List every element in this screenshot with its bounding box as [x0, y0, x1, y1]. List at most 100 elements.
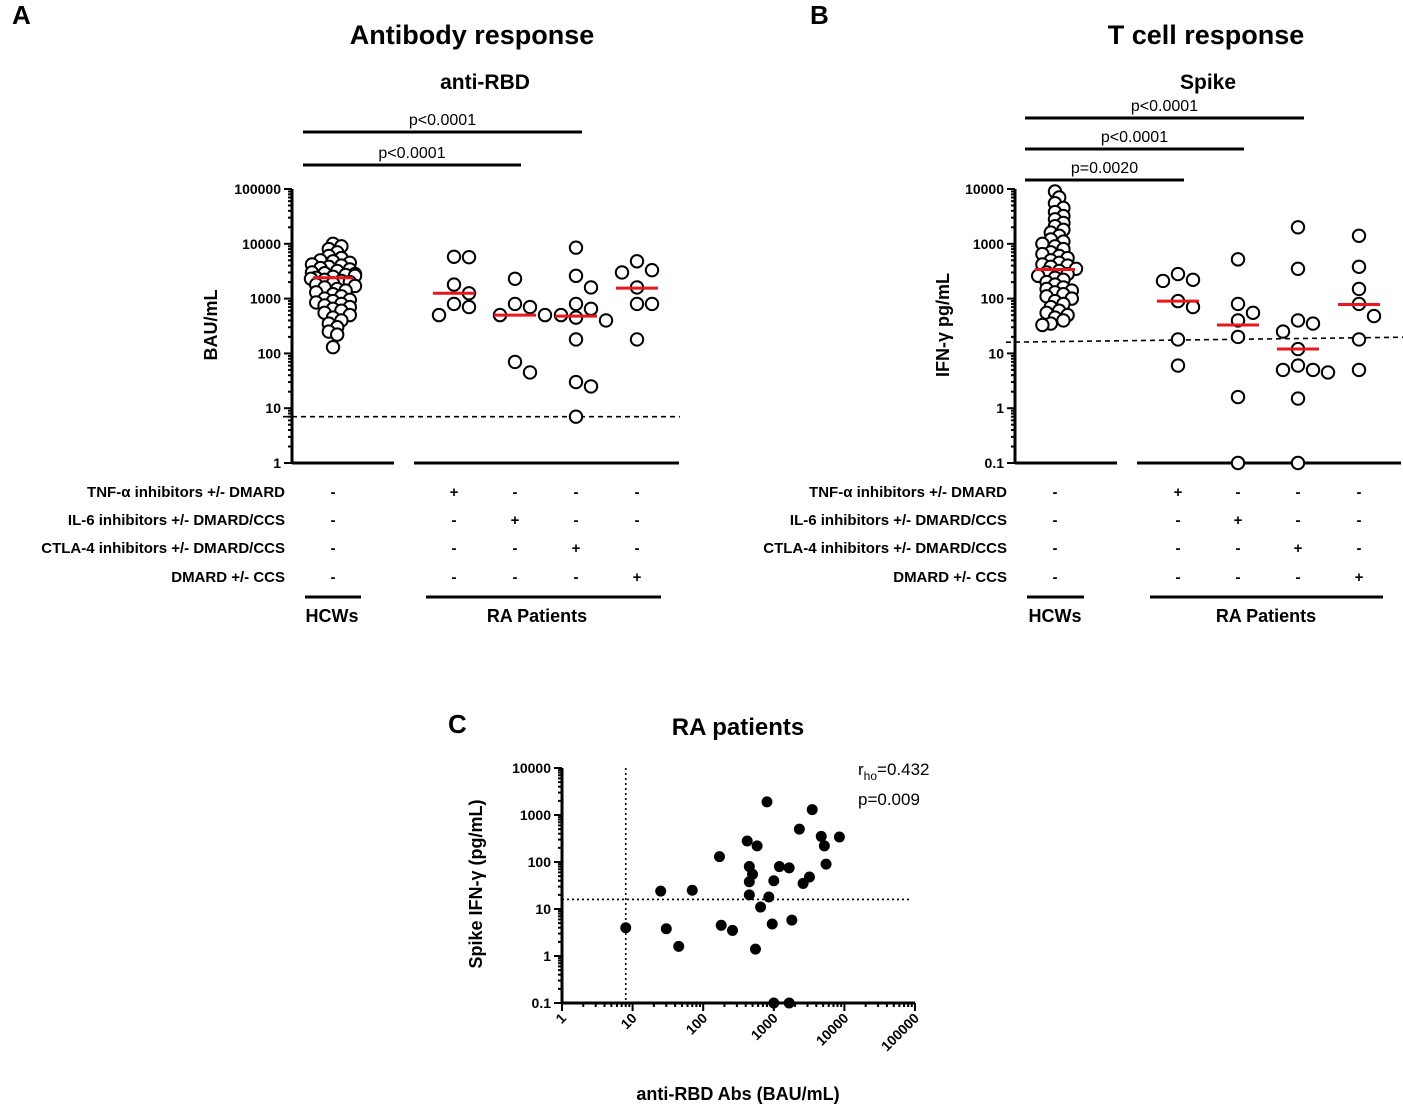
panel-b-condition-value: - — [1176, 569, 1181, 586]
panel-letter-a: A — [12, 0, 31, 30]
panel-a-condition-value: + — [633, 569, 642, 586]
panel-a-data-point — [446, 277, 462, 292]
panel-a-data-point — [330, 327, 345, 342]
panel-b-threshold-line — [1005, 336, 1403, 344]
panel-c-x-tick-label: 100000 — [878, 1010, 922, 1054]
panel-c-data-point — [783, 997, 795, 1009]
panel-a-condition-value: - — [331, 540, 336, 557]
panel-b-data-point — [1351, 259, 1367, 275]
panel-c-data-point — [766, 918, 778, 930]
panel-b-data-point — [1230, 329, 1246, 345]
panel-c-data-point — [715, 919, 727, 931]
panel-c-data-point — [713, 851, 725, 863]
panel-a-data-point — [537, 307, 553, 323]
panel-c-data-point — [620, 922, 632, 934]
panel-c-data-point — [673, 940, 685, 952]
panel-a-data-point — [325, 339, 341, 355]
panel-a-data-point — [568, 268, 584, 284]
panel-b-ylabel: IFN-γ pg/mL — [933, 273, 953, 377]
panel-c-data-point — [741, 835, 753, 847]
panel-a-data-point — [629, 254, 645, 269]
chart-marks: 1 10 100 1000 10000 100000 p<0.0001 p<0.0001 TNF… — [41, 98, 1403, 1054]
panel-a-y-tick-label: 10 — [265, 400, 281, 416]
panel-a-data-point — [629, 296, 645, 312]
panel-a-condition-value: - — [574, 569, 579, 586]
panel-c: C RA patients anti-RBD Abs (BAU/mL) Spik… — [448, 709, 930, 1104]
panel-b-data-point — [1366, 308, 1382, 324]
panel-b-subtitle: Spike — [1180, 71, 1236, 94]
panel-b: B T cell response Spike IFN-γ pg/mL HCWs… — [810, 0, 1383, 626]
panel-c-y-tick-label: 0.1 — [532, 995, 552, 1011]
panel-a-group-label-ra: RA Patients — [487, 606, 587, 626]
panel-b-data-point — [1230, 252, 1246, 267]
panel-b-data-point — [1290, 391, 1306, 406]
panel-b-condition-label: DMARD +/- CCS — [893, 569, 1007, 586]
panel-a-condition-label: CTLA-4 inhibitors +/- DMARD/CCS — [41, 540, 285, 557]
panel-c-data-point — [768, 875, 780, 887]
panel-c-data-point — [755, 901, 767, 913]
panel-a-condition-value: - — [513, 484, 518, 501]
panel-b-data-point — [1170, 358, 1186, 373]
panel-b-condition-value: - — [1176, 540, 1181, 557]
panel-a-y-tick-label: 100000 — [234, 181, 281, 197]
panel-a-data-point — [568, 240, 584, 255]
panel-a-data-point — [629, 332, 645, 347]
panel-b-data-point — [1351, 332, 1367, 347]
panel-a-condition-value: - — [331, 569, 336, 586]
panel-c-data-point — [803, 871, 815, 883]
panel-b-group-label-hcws: HCWs — [1029, 606, 1082, 626]
panel-c-stat-rho-sub: ho — [864, 769, 878, 783]
panel-c-data-point — [743, 889, 755, 901]
panel-b-group-label-ra: RA Patients — [1216, 606, 1316, 626]
panel-b-condition-value: - — [1236, 569, 1241, 586]
panel-a-condition-value: - — [331, 512, 336, 529]
panel-b-data-point — [1230, 455, 1246, 471]
panel-a-data-point — [431, 307, 447, 323]
panel-b-data-point — [1230, 296, 1246, 312]
panel-c-xlabel: anti-RBD Abs (BAU/mL) — [636, 1084, 839, 1104]
panel-b-data-point — [1245, 305, 1261, 321]
panel-c-x-tick-label: 10000 — [813, 1010, 852, 1049]
panel-b-data-point — [1290, 358, 1306, 373]
panel-c-data-point — [655, 885, 667, 897]
panel-b-condition-value: - — [1053, 569, 1058, 586]
panel-a-condition-value: - — [513, 540, 518, 557]
panel-b-condition-value: + — [1174, 484, 1183, 501]
panel-a-data-point — [522, 299, 538, 315]
panel-a-condition-value: - — [452, 540, 457, 557]
panel-a-data-point — [568, 409, 584, 424]
panel-c-stat-rho: rho=0.432 — [858, 760, 930, 783]
panel-b-condition-label: CTLA-4 inhibitors +/- DMARD/CCS — [763, 540, 1007, 557]
panel-b-condition-value: - — [1296, 484, 1301, 501]
panel-a-condition-value: + — [450, 484, 459, 501]
panel-b-data-point — [1155, 273, 1171, 289]
panel-letter-c: C — [448, 709, 467, 739]
panel-b-condition-value: - — [1357, 484, 1362, 501]
panel-c-ylabel: Spike IFN-γ (pg/mL) — [466, 799, 486, 968]
panel-c-data-point — [768, 997, 780, 1009]
panel-a-data-point — [568, 310, 584, 325]
panel-b-condition-value: - — [1176, 512, 1181, 529]
panel-a-condition-value: - — [331, 484, 336, 501]
panel-b-data-point — [1290, 455, 1306, 471]
panel-c-x-tick-label: 100 — [682, 1010, 710, 1038]
panel-a-data-point — [644, 262, 660, 278]
panel-c-data-point — [783, 862, 795, 874]
panel-b-comparison-label: p=0.0020 — [1071, 160, 1138, 177]
panel-b-data-point — [1035, 317, 1050, 333]
panel-b-y-tick-label: 1 — [996, 400, 1004, 416]
panel-b-data-point — [1056, 313, 1071, 328]
panel-a-data-point — [568, 374, 584, 390]
panel-c-data-point — [751, 840, 763, 852]
panel-a-comparison-label: p<0.0001 — [409, 112, 476, 129]
panel-a-data-point — [446, 249, 462, 264]
panel-c-y-tick-label: 10 — [535, 901, 551, 917]
panel-b-condition-value: + — [1234, 512, 1243, 529]
panel-c-data-point — [818, 840, 830, 852]
panel-c-y-tick-label: 1 — [543, 948, 551, 964]
panel-a-data-point — [583, 280, 599, 295]
panel-b-condition-value: - — [1053, 484, 1058, 501]
panel-b-condition-value: - — [1296, 512, 1301, 529]
panel-b-condition-label: TNF-α inhibitors +/- DMARD — [809, 484, 1007, 501]
